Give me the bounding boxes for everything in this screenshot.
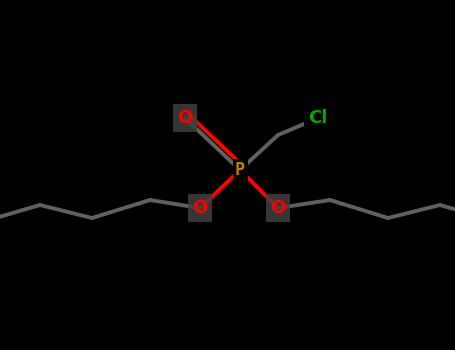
Text: O: O [270,199,286,217]
Text: O: O [192,199,207,217]
Text: O: O [177,109,192,127]
Text: Cl: Cl [308,109,328,127]
Text: P: P [235,161,245,179]
